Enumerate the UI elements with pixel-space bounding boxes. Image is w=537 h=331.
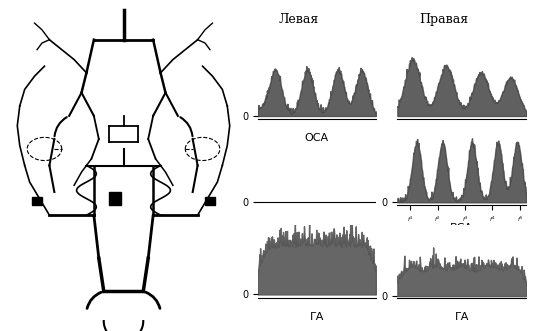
- Bar: [205, 197, 215, 205]
- Text: ВСА: ВСА: [451, 223, 473, 233]
- Bar: [108, 192, 121, 205]
- Text: ОСА: ОСА: [305, 133, 329, 143]
- Text: ВСА: ВСА: [306, 250, 328, 260]
- Text: ОСА: ОСА: [450, 133, 474, 143]
- Bar: [32, 197, 42, 205]
- Text: Левая: Левая: [279, 13, 320, 26]
- Text: ГА: ГА: [455, 312, 469, 322]
- Text: Правая: Правая: [419, 13, 469, 26]
- Text: ГА: ГА: [310, 312, 324, 322]
